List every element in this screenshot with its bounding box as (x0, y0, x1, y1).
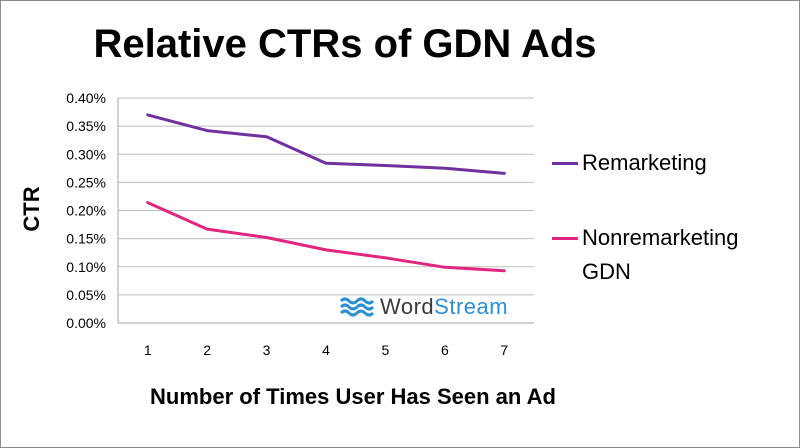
wordstream-watermark: WordStream (340, 294, 508, 320)
wordstream-logo-text: WordStream (380, 294, 508, 320)
x-tick-label: 1 (144, 342, 152, 358)
series-line-remarketing (146, 113, 506, 175)
x-axis-label: Number of Times User Has Seen an Ad (150, 384, 556, 409)
y-tick-label: 0.20% (66, 203, 106, 219)
y-tick-label: 0.00% (66, 315, 106, 331)
legend-label-nonremarketing-line1: Nonremarketing (582, 225, 739, 250)
wave-icon (340, 297, 374, 317)
y-tick-label: 0.35% (66, 118, 106, 134)
legend-swatch-nonremarketing (552, 237, 578, 240)
y-tick-label: 0.15% (66, 231, 106, 247)
wordstream-word: Word (380, 294, 435, 319)
x-tick-label: 7 (500, 342, 508, 358)
wordstream-stream: Stream (434, 294, 509, 319)
x-tick-label: 2 (203, 342, 211, 358)
y-tick-label: 0.05% (66, 287, 106, 303)
x-tick-label: 6 (441, 342, 449, 358)
legend-label-nonremarketing-line2: GDN (582, 259, 631, 284)
x-tick-label: 5 (382, 342, 390, 358)
y-tick-label: 0.40% (66, 90, 106, 106)
series-line-nonremarketing (146, 201, 506, 273)
x-tick-label: 3 (263, 342, 271, 358)
legend-swatch-remarketing (552, 162, 578, 165)
y-tick-label: 0.10% (66, 259, 106, 275)
x-tick-label: 4 (322, 342, 330, 358)
y-tick-label: 0.25% (66, 174, 106, 190)
legend-label-remarketing: Remarketing (582, 150, 707, 175)
y-tick-label: 0.30% (66, 146, 106, 162)
chart-title: Relative CTRs of GDN Ads (93, 22, 597, 66)
